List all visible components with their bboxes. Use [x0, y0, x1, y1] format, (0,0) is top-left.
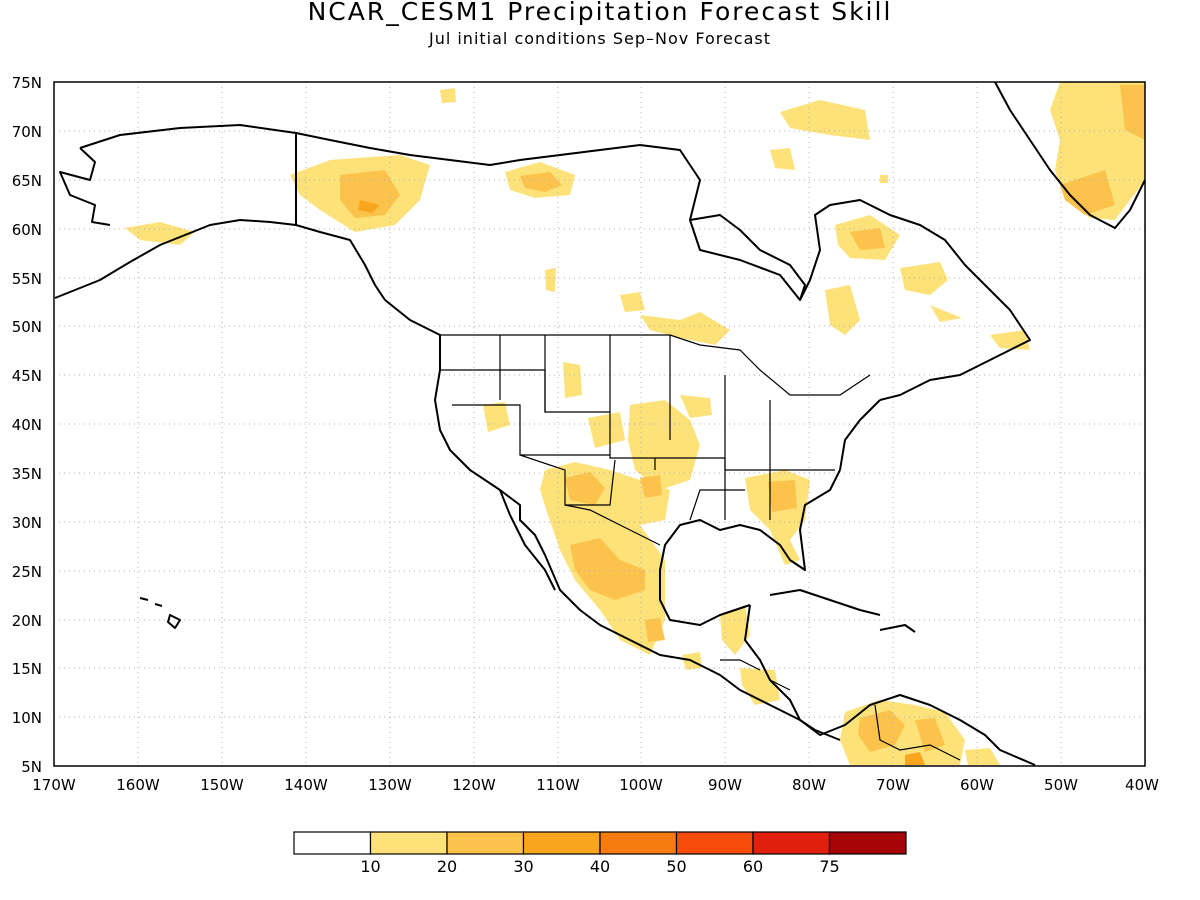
lon-label: 110W	[536, 776, 580, 794]
lat-label: 5N	[21, 758, 42, 776]
lat-label: 20N	[12, 612, 42, 630]
lat-label: 60N	[12, 221, 42, 239]
colorbar-label: 60	[743, 857, 763, 876]
lon-label: 90W	[708, 776, 742, 794]
lon-label: 80W	[792, 776, 826, 794]
colorbar-swatch	[446, 831, 525, 855]
colorbar-label: 10	[360, 857, 380, 876]
colorbar: 10 20 30 40 50 60 75	[293, 831, 907, 876]
lon-label: 150W	[200, 776, 244, 794]
lon-label: 130W	[368, 776, 412, 794]
lon-label: 160W	[116, 776, 160, 794]
lon-label: 140W	[284, 776, 328, 794]
colorbar-swatch	[369, 831, 448, 855]
lat-label: 65N	[12, 172, 42, 190]
lat-label: 50N	[12, 318, 42, 336]
colorbar-label: 75	[819, 857, 839, 876]
lon-label: 50W	[1044, 776, 1078, 794]
map-subtitle: Jul initial conditions Sep–Nov Forecast	[428, 29, 772, 48]
coastlines	[54, 81, 1146, 766]
lat-label: 35N	[12, 465, 42, 483]
lon-label: 40W	[1125, 776, 1159, 794]
map-title: NCAR_CESM1 Precipitation Forecast Skill	[307, 0, 893, 26]
lon-label: 170W	[32, 776, 76, 794]
lat-label: 75N	[12, 74, 42, 92]
skill-shading	[125, 82, 1145, 765]
lon-label: 60W	[960, 776, 994, 794]
lat-label: 40N	[12, 416, 42, 434]
map-frame	[53, 81, 1146, 767]
colorbar-label: 50	[666, 857, 686, 876]
lat-label: 15N	[12, 660, 42, 678]
colorbar-swatch	[675, 831, 754, 855]
lat-label: 55N	[12, 270, 42, 288]
colorbar-label: 20	[437, 857, 457, 876]
political-borders	[440, 334, 961, 761]
lat-label: 70N	[12, 123, 42, 141]
lat-axis-labels: 75N 70N 65N 60N 55N 50N 45N 40N 35N 30N …	[12, 74, 42, 776]
colorbar-label: 40	[590, 857, 610, 876]
lon-label: 70W	[876, 776, 910, 794]
lon-axis-labels: 170W 160W 150W 140W 130W 120W 110W 100W …	[32, 776, 1159, 794]
colorbar-label: 30	[513, 857, 533, 876]
lat-label: 25N	[12, 563, 42, 581]
colorbar-swatch	[752, 831, 831, 855]
lat-label: 10N	[12, 709, 42, 727]
lon-label: 120W	[452, 776, 496, 794]
colorbar-swatch	[599, 831, 678, 855]
lon-label: 100W	[619, 776, 663, 794]
lat-label: 30N	[12, 514, 42, 532]
colorbar-swatch	[522, 831, 601, 855]
colorbar-swatch	[828, 831, 907, 855]
lat-label: 45N	[12, 367, 42, 385]
map-grid	[54, 82, 1145, 766]
colorbar-swatch	[293, 831, 372, 855]
